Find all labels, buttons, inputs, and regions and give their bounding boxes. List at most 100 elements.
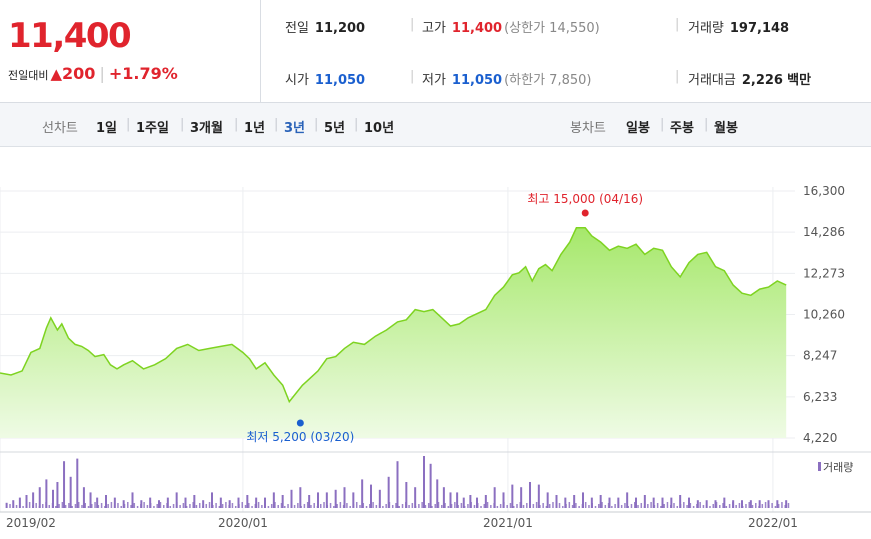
volume-bar <box>299 487 302 508</box>
volume-bar <box>456 492 459 508</box>
volume-bar <box>362 503 365 508</box>
volume-bar <box>244 505 247 508</box>
volume-bar <box>411 503 414 508</box>
volume-bar <box>123 504 126 508</box>
volume-bar <box>156 504 158 508</box>
volume-bar <box>264 503 266 508</box>
volume-bar <box>473 505 476 508</box>
tab-3y[interactable]: 3년 <box>284 121 306 136</box>
volume-bar <box>131 492 134 508</box>
volume-bar <box>254 504 257 508</box>
volume-bar <box>218 506 221 508</box>
tab-monthly[interactable]: 월봉 <box>714 121 738 136</box>
volume-bar <box>699 502 701 508</box>
volume-bar <box>231 503 234 508</box>
volume-bar <box>272 492 275 508</box>
volume-bar <box>280 503 283 508</box>
volume-bar <box>52 489 54 508</box>
volume-bar <box>77 502 80 508</box>
divider: | <box>99 64 105 83</box>
volume-bar <box>745 504 747 508</box>
line-chart-label: 선차트 <box>42 121 78 136</box>
volume-bar <box>257 502 260 508</box>
volume-bar <box>434 504 436 508</box>
volume-bar <box>640 503 643 508</box>
volume-bar <box>568 502 571 508</box>
tab-daily[interactable]: 일봉 <box>626 121 650 136</box>
volume-bar <box>185 506 188 508</box>
y-tick-label: 6,233 <box>803 390 837 404</box>
tab-1d[interactable]: 1일 <box>96 121 118 136</box>
volume-bar <box>688 497 690 508</box>
volume-bar <box>502 492 505 508</box>
volume-bar <box>444 503 446 508</box>
volume-bar <box>352 504 355 508</box>
volume-bar <box>573 495 576 508</box>
tab-3m[interactable]: 3개월 <box>190 121 223 136</box>
divider: | <box>675 69 680 84</box>
volume-bar <box>38 487 41 508</box>
volume-bar <box>140 504 142 508</box>
volume-bar <box>261 505 263 508</box>
volume-bar <box>127 502 129 508</box>
volume-bar <box>163 505 165 508</box>
up-arrow-icon: ▲ <box>50 65 63 83</box>
tab-weekly[interactable]: 주봉 <box>670 121 694 136</box>
tab-5y[interactable]: 5년 <box>324 121 346 136</box>
low-label: 저가 <box>422 73 446 88</box>
volume-bar <box>133 503 136 508</box>
volume-bar <box>25 504 28 508</box>
volume-bar <box>48 505 51 508</box>
y-tick-label: 12,273 <box>803 266 845 280</box>
tab-1y[interactable]: 1년 <box>244 121 266 136</box>
volume-bar <box>87 506 90 508</box>
divider: | <box>354 117 359 132</box>
volume-bar <box>414 506 417 508</box>
volume-bar <box>370 484 372 508</box>
volume-bar <box>686 505 688 508</box>
volume-bar <box>387 476 390 508</box>
tab-1w[interactable]: 1주일 <box>136 121 169 136</box>
volume-bar <box>28 502 31 508</box>
volume-bar <box>460 503 463 508</box>
volume-bar <box>146 505 149 508</box>
volume-bar <box>526 503 528 508</box>
lower-limit: (하한가 7,850) <box>504 73 592 88</box>
volume-bar <box>427 503 430 508</box>
volume-bar <box>653 505 656 508</box>
volume-bar <box>436 479 439 508</box>
prev-close-value: 11,200 <box>314 21 366 36</box>
volume-bar <box>175 492 178 508</box>
volume-bar <box>143 502 145 508</box>
volume-bar <box>637 505 639 508</box>
trade-value-unit: 백만 <box>787 73 812 88</box>
volume-bar <box>581 504 584 508</box>
volume-bar <box>660 506 662 508</box>
volume-bar <box>582 492 584 508</box>
volume-bar <box>120 506 122 508</box>
high-label: 고가 <box>422 21 446 36</box>
y-tick-label: 10,260 <box>803 308 845 322</box>
volume-bar <box>450 504 453 508</box>
volume-bar <box>424 505 427 508</box>
volume-bar <box>565 504 567 508</box>
max-marker <box>581 209 589 217</box>
volume-bar <box>91 504 93 508</box>
volume-bar <box>509 503 512 508</box>
open-value: 11,050 <box>314 73 366 88</box>
volume-bar <box>741 500 743 508</box>
volume-bar <box>604 505 607 508</box>
volume-bar <box>652 497 655 508</box>
tab-10y[interactable]: 10년 <box>364 121 395 136</box>
volume-bar <box>447 506 450 508</box>
volume-bar <box>182 503 185 508</box>
volume-label: 거래량 <box>688 21 724 36</box>
change-label: 전일대비 <box>8 69 49 82</box>
volume-bar <box>241 502 243 508</box>
volume-bar <box>375 505 378 508</box>
volume-bar <box>529 482 531 508</box>
x-tick-label: 2021/01 <box>483 516 533 530</box>
volume-bar <box>248 503 250 508</box>
volume-bar <box>545 506 548 508</box>
volume-bar <box>41 504 44 508</box>
